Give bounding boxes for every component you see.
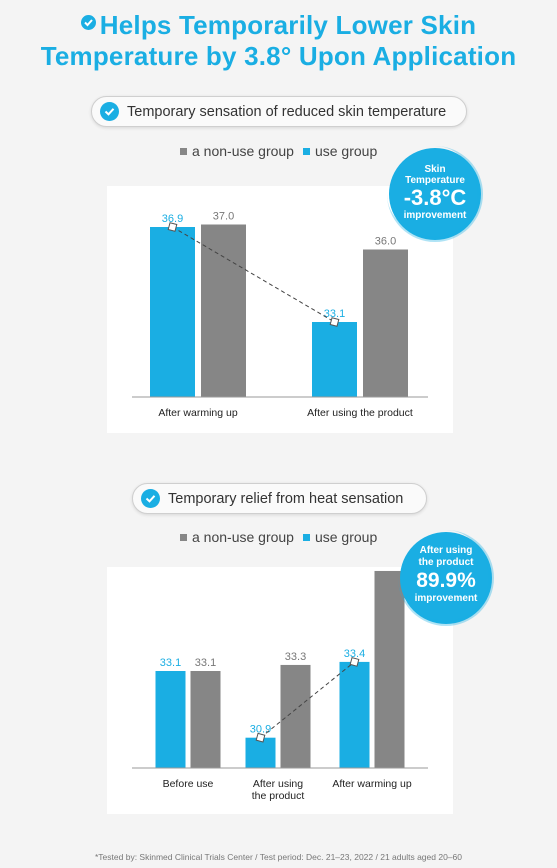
legend-use-label: use group [314,143,378,159]
section2-badge: After using the product 89.9% improvemen… [398,530,494,626]
bar-use-2 [339,661,370,768]
title-line-2: Temperature by 3.8° Upon Application [40,41,517,71]
chart2-panel: 33.1 33.1 Before use 30.9 33.3 After using the… [107,557,453,814]
check-circle-icon [80,15,96,30]
legend: a non-use group use group [180,143,386,159]
chart2-svg: 33.1 33.1 Before use 30.9 33.3 After usingthe… [132,557,428,802]
legend-use-label: use group [314,529,378,545]
data-label-non-use-0: 33.1 [195,657,216,669]
badge-arrow-ring [398,530,494,626]
chart1-panel: 36.9 37.0 After warming up 33.1 36.0 After us… [107,186,453,433]
data-label-use-1: 33.1 [324,308,345,320]
data-label-use-2: 33.4 [344,648,365,660]
bar-use-0 [150,227,195,397]
footnote: *Tested by: Skinmed Clinical Trials Cent… [95,852,462,862]
legend-swatch-use [302,147,310,155]
category-label-2: After warming up [332,778,412,790]
section2-heading-pill: Temporary relief from heat sensation [132,483,427,514]
bar-use-1 [245,737,276,768]
trend-marker-0 [167,222,178,232]
check-circle-icon [141,489,160,508]
category-label-1: After using the product [307,407,413,419]
section2-heading: Temporary relief from heat sensation [168,490,404,507]
data-label-non-use-2: 36.4 [379,567,400,569]
trend-marker-1 [329,317,340,327]
bar-non-use-2 [374,570,405,768]
trend-marker-0 [255,732,266,743]
bar-non-use-1 [280,664,311,768]
category-label-0: After warming up [158,407,238,419]
data-label-use-0: 33.1 [160,657,181,669]
section1-heading: Temporary sensation of reduced skin temp… [127,103,447,120]
bar-non-use-0 [190,671,221,768]
data-label-non-use-0: 37.0 [213,211,234,223]
title-line-1: Helps Temporarily Lower Skin [99,10,477,40]
legend-swatch-use [302,533,310,541]
category-label-1: After using [253,778,303,790]
bar-non-use-1 [363,249,408,397]
category-label-0: Before use [163,778,214,790]
data-label-non-use-1: 33.3 [285,651,306,663]
legend-swatch-non-use [180,147,187,155]
bar-use-1 [312,322,357,397]
trend-marker-1 [349,657,360,667]
category-label-1: the product [252,790,305,802]
data-label-non-use-1: 36.0 [375,236,396,248]
trend-line [260,661,355,739]
bar-non-use-0 [201,224,246,397]
trend-line [172,226,335,323]
bar-use-0 [155,671,186,768]
legend-2: a non-use group use group [180,529,386,545]
section1-heading-pill: Temporary sensation of reduced skin temp… [91,96,467,127]
page-title: Helps Temporarily Lower Skin Temperature… [0,10,557,72]
badge-arrow-ring [387,146,483,242]
data-label-use-1: 30.9 [250,724,271,736]
legend-non-use-label: a non-use group [192,143,294,159]
legend-swatch-non-use [180,533,187,541]
legend-non-use-label: a non-use group [192,529,294,545]
chart1-svg: 36.9 37.0 After warming up 33.1 36.0 After us… [132,211,428,419]
section1-badge: Skin Temperature -3.8°C improvement [387,146,483,242]
check-circle-icon [100,102,119,121]
data-label-use-0: 36.9 [162,213,183,225]
